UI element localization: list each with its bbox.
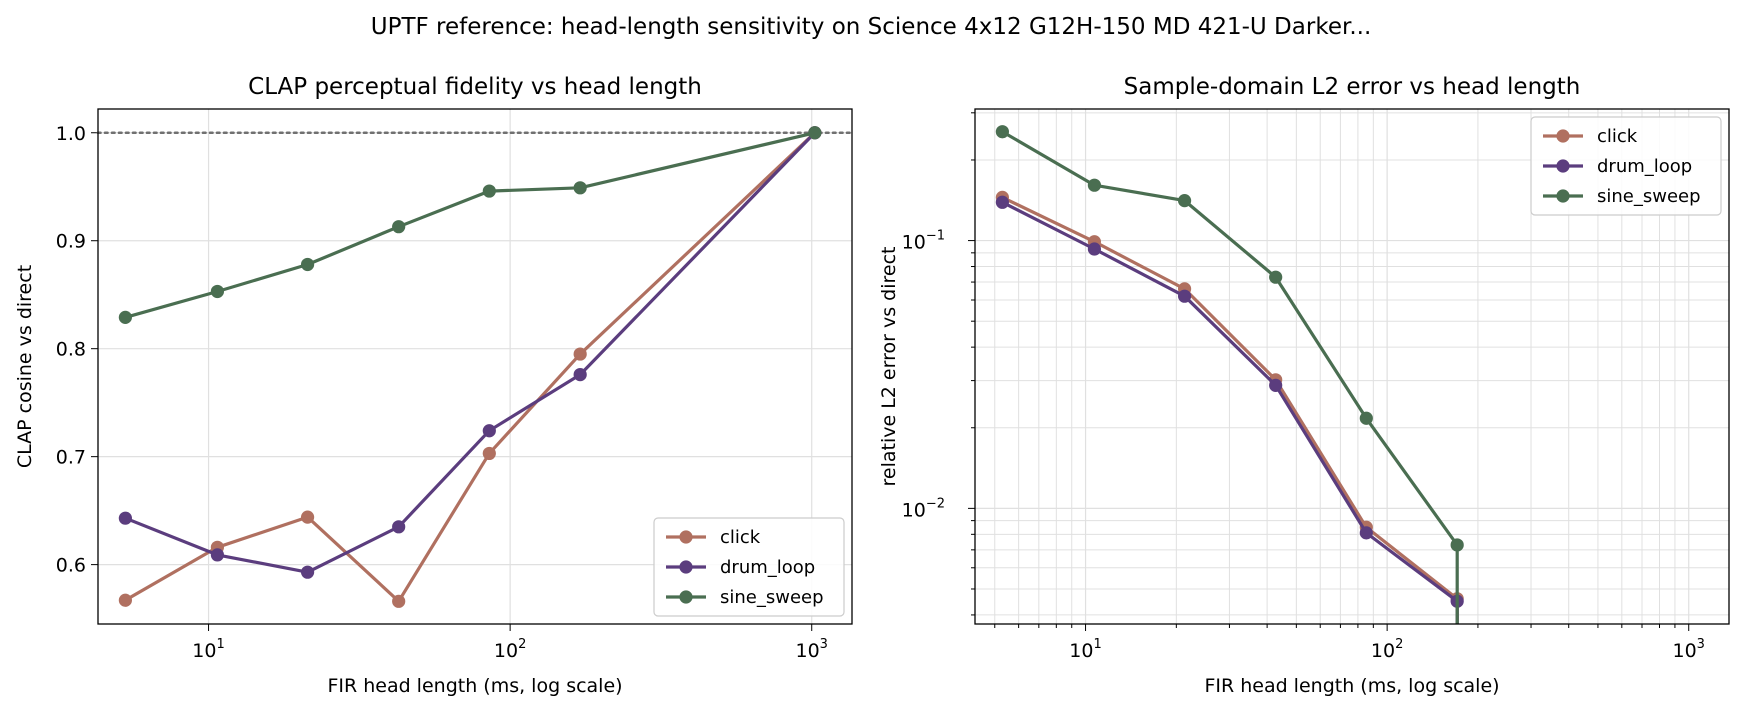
data-point-click — [300, 510, 315, 524]
x-tick-label: 103 — [1672, 637, 1704, 662]
data-point-sine_sweep — [995, 125, 1009, 139]
legend-box — [1530, 116, 1722, 216]
data-point-drum_loop — [482, 424, 496, 438]
clap-fidelity-panel: 101 102 103 0.6 0.7 0.8 0.9 1.0 CLAP perceptual … — [14, 74, 854, 697]
data-point-drum_loop — [573, 367, 587, 382]
axes-frame — [974, 108, 1730, 625]
x-tick-label: 102 — [1371, 637, 1403, 662]
legend: click drum_loop sine_sweep — [1530, 116, 1722, 216]
data-point-click — [118, 593, 132, 607]
data-point-drum_loop — [1269, 378, 1283, 392]
axes-frame — [97, 108, 853, 625]
series-line-sine_sweep — [124, 131, 816, 319]
legend-swatch-marker — [1556, 159, 1570, 173]
x-tick-label: 101 — [192, 637, 224, 662]
legend-label-drum_loop: drum_loop — [720, 557, 815, 578]
y-tick-label: 10−2 — [902, 496, 945, 521]
data-point-drum_loop — [1359, 526, 1373, 540]
legend-label-click: click — [720, 527, 761, 548]
data-point-click — [573, 347, 587, 361]
data-point-sine_sweep — [1087, 178, 1102, 192]
data-point-drum_loop — [392, 520, 406, 534]
legend-swatch-marker — [679, 560, 693, 574]
data-point-drum_loop — [300, 565, 315, 579]
legend-label-click: click — [1597, 126, 1638, 147]
x-axis-label: FIR head length (ms, log scale) — [327, 675, 622, 697]
figure-suptitle: UPTF reference: head-length sensitivity … — [371, 14, 1372, 40]
data-point-sine_sweep — [300, 257, 315, 272]
data-point-drum_loop — [995, 195, 1009, 209]
legend-swatch-marker — [679, 590, 693, 604]
data-point-drum_loop — [118, 511, 132, 525]
series-group — [995, 125, 1464, 624]
data-point-sine_sweep — [392, 220, 406, 234]
y-tick-label: 0.9 — [56, 231, 86, 253]
y-axis-label: CLAP cosine vs direct — [14, 265, 36, 468]
data-point-sine_sweep — [1359, 411, 1373, 425]
data-point-sine_sweep — [573, 181, 587, 195]
x-tick-label: 101 — [1069, 637, 1101, 662]
legend-label-drum_loop: drum_loop — [1597, 156, 1692, 177]
x-tick-label: 102 — [494, 637, 526, 662]
legend-label-sine_sweep: sine_sweep — [720, 587, 824, 608]
legend-swatch-marker — [1556, 189, 1570, 203]
legend-swatch-marker — [679, 530, 693, 544]
legend-label-sine_sweep: sine_sweep — [1597, 186, 1701, 207]
data-point-drum_loop — [1177, 289, 1192, 303]
data-point-click — [482, 446, 496, 461]
legend: click drum_loop sine_sweep — [653, 517, 845, 617]
data-point-drum_loop — [210, 548, 225, 562]
data-point-drum_loop — [1087, 242, 1102, 256]
y-tick-label: 0.8 — [56, 339, 86, 361]
data-point-sine_sweep — [482, 184, 496, 198]
legend-swatch-marker — [1556, 129, 1570, 143]
l2-error-panel: 101 102 103 10−2 10−1 Sample-domain L2 error … — [878, 74, 1730, 697]
series-group — [118, 126, 822, 608]
y-tick-label: 10−1 — [902, 229, 945, 254]
y-tick-label: 1.0 — [56, 123, 86, 145]
data-point-sine_sweep — [1269, 270, 1283, 284]
x-tick-label: 103 — [795, 637, 827, 662]
data-point-sine_sweep — [1450, 538, 1464, 552]
y-axis-label: relative L2 error vs direct — [878, 247, 900, 487]
y-tick-label: 0.6 — [56, 555, 86, 577]
data-point-sine_sweep — [1177, 194, 1192, 208]
data-point-sine_sweep — [210, 284, 225, 299]
data-point-sine_sweep — [118, 310, 132, 324]
data-point-sine_sweep — [808, 126, 822, 140]
panel-title: CLAP perceptual fidelity vs head length — [248, 74, 702, 100]
data-point-click — [392, 594, 406, 608]
x-axis-label: FIR head length (ms, log scale) — [1204, 675, 1499, 697]
grid — [98, 109, 852, 624]
y-tick-label: 0.7 — [56, 447, 86, 469]
panel-title: Sample-domain L2 error vs head length — [1124, 74, 1581, 100]
legend-box — [653, 517, 845, 617]
